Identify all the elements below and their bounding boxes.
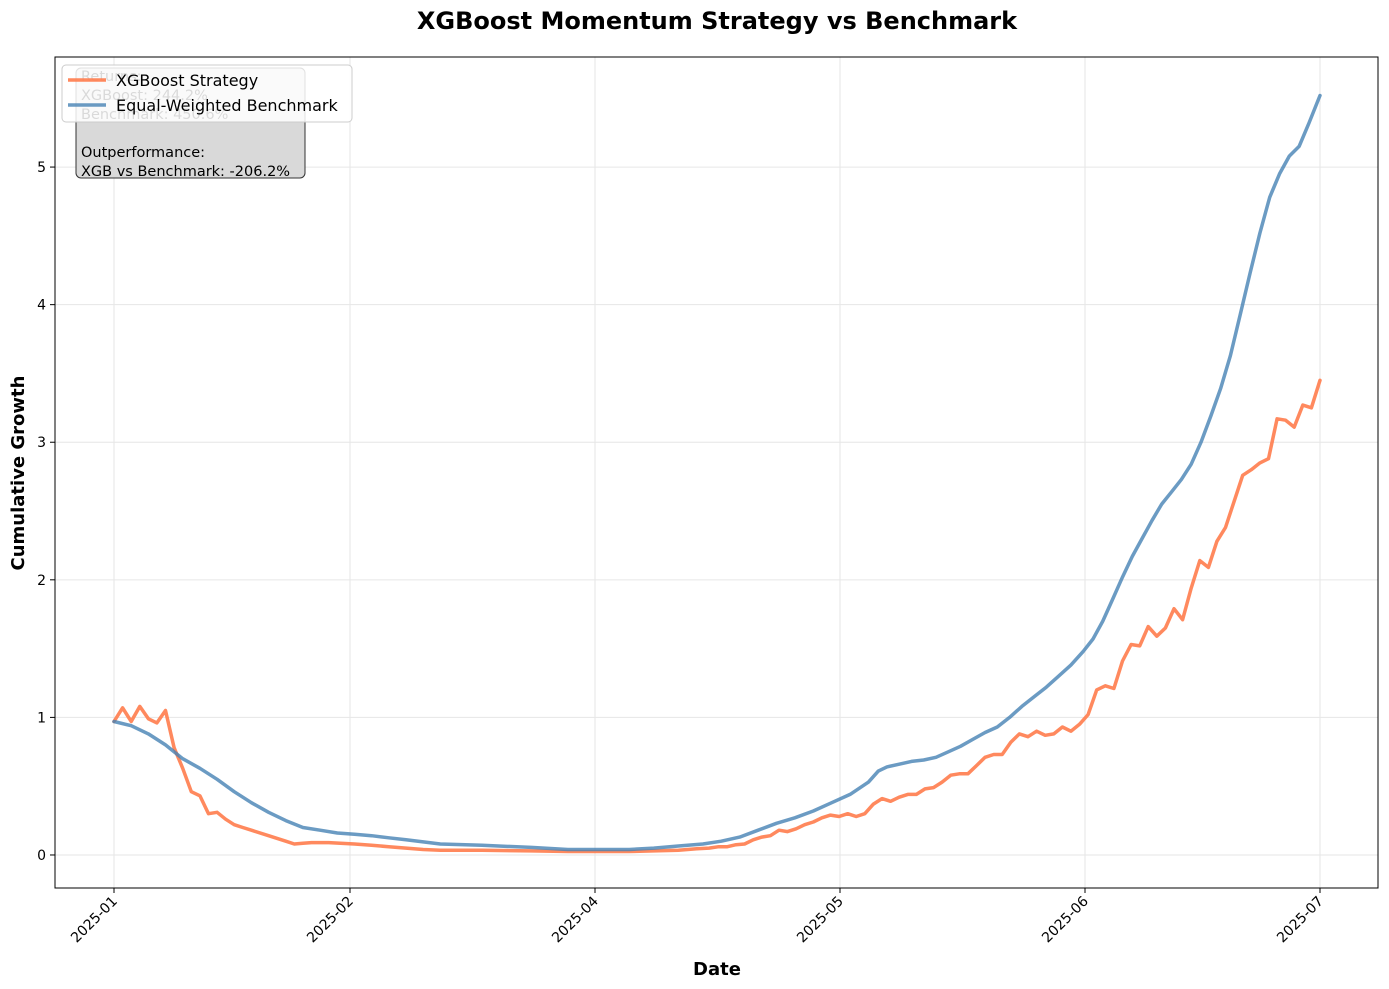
x-tick-label: 2025-06: [1039, 893, 1092, 946]
chart-title: XGBoost Momentum Strategy vs Benchmark: [417, 7, 1018, 35]
x-tick-label: 2025-02: [304, 894, 357, 947]
y-tick-label: 0: [37, 848, 46, 864]
legend-label: XGBoost Strategy: [116, 71, 258, 90]
x-tick-label: 2025-01: [68, 894, 121, 947]
x-axis-label: Date: [693, 959, 741, 980]
stats-line: Outperformance:: [81, 145, 205, 161]
series-line-xgboost: [112, 378, 1322, 854]
stats-line: XGB vs Benchmark: -206.2%: [81, 164, 290, 180]
y-tick-label: 5: [37, 160, 46, 176]
series-line-benchmark: [112, 93, 1322, 852]
x-tick-label: 2025-07: [1274, 894, 1327, 947]
plot-area: 0 1 2 3 4 5 2025-01 2025-02 2025-04 2025-05 2025-0…: [37, 56, 1379, 947]
y-tick-label: 2: [37, 573, 46, 589]
y-tick-label: 4: [37, 298, 46, 314]
legend-box: [61, 64, 353, 123]
legend-label: Equal-Weighted Benchmark: [116, 96, 338, 115]
x-tick-label: 2025-04: [549, 893, 602, 946]
y-tick-label: 1: [37, 710, 46, 726]
x-tick-label: 2025-05: [794, 894, 847, 947]
axes-frame: [54, 56, 1379, 889]
y-axis-label: Cumulative Growth: [8, 376, 29, 571]
y-tick-label: 3: [37, 435, 46, 451]
